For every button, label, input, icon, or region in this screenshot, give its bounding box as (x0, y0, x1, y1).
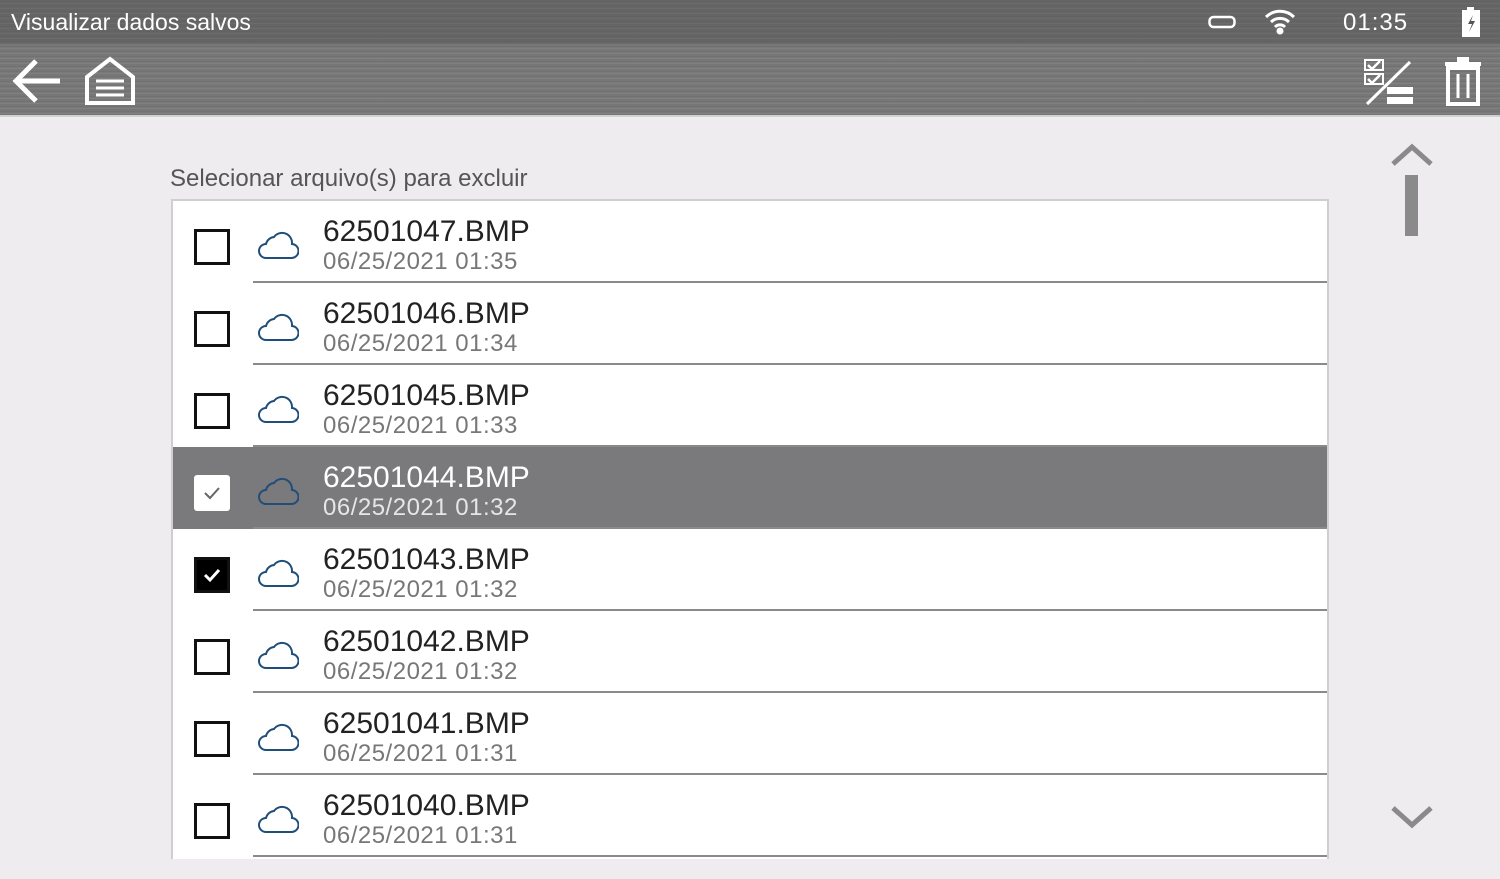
row-divider (253, 281, 1327, 283)
file-checkbox[interactable] (194, 721, 230, 757)
cloud-icon (258, 477, 299, 505)
file-name: 62501045.BMP (323, 379, 530, 412)
row-divider (253, 527, 1327, 529)
file-checkbox[interactable] (194, 311, 230, 347)
page-title: Visualizar dados salvos (11, 9, 251, 35)
file-date: 06/25/2021 01:34 (323, 330, 518, 357)
file-date: 06/25/2021 01:35 (323, 248, 518, 275)
cloud-icon (258, 559, 299, 587)
file-name: 62501047.BMP (323, 215, 530, 248)
deselect-all-icon[interactable] (1362, 57, 1416, 107)
file-checkbox[interactable] (194, 639, 230, 675)
file-date: 06/25/2021 01:32 (323, 658, 518, 685)
checkmark-icon (204, 487, 220, 500)
file-checkbox[interactable] (194, 803, 230, 839)
file-name: 62501042.BMP (323, 625, 530, 658)
file-row[interactable]: 62501040.BMP 06/25/2021 01:31 (173, 775, 1327, 857)
file-row[interactable]: 62501043.BMP 06/25/2021 01:32 (173, 529, 1327, 611)
battery-charging-icon (1462, 7, 1480, 37)
file-name: 62501044.BMP (323, 461, 530, 494)
file-checkbox[interactable] (194, 393, 230, 429)
scroll-up-icon[interactable] (1390, 142, 1434, 168)
row-divider (253, 609, 1327, 611)
file-date: 06/25/2021 01:31 (323, 822, 518, 849)
checkmark-icon (203, 568, 221, 583)
file-date: 06/25/2021 01:33 (323, 412, 518, 439)
cloud-icon (258, 395, 299, 423)
file-name: 62501046.BMP (323, 297, 530, 330)
file-date: 06/25/2021 01:32 (323, 576, 518, 603)
file-checkbox[interactable] (194, 557, 230, 593)
file-row[interactable]: 62501046.BMP 06/25/2021 01:34 (173, 283, 1327, 365)
cloud-icon (258, 313, 299, 341)
app-header: Visualizar dados salvos 01:35 (0, 0, 1500, 117)
file-list: 62501047.BMP 06/25/2021 01:35 62501046.B… (171, 199, 1329, 859)
row-divider (253, 691, 1327, 693)
clock: 01:35 (1343, 9, 1409, 36)
file-checkbox[interactable] (194, 475, 230, 511)
file-row[interactable]: 62501044.BMP 06/25/2021 01:32 (173, 447, 1327, 529)
list-label: Selecionar arquivo(s) para excluir (170, 165, 528, 192)
home-icon[interactable] (84, 55, 136, 107)
cloud-icon (258, 723, 299, 751)
row-divider (253, 363, 1327, 365)
file-name: 62501040.BMP (323, 789, 530, 822)
scroll-down-icon[interactable] (1390, 804, 1434, 830)
trash-icon[interactable] (1443, 56, 1483, 106)
file-row[interactable]: 62501045.BMP 06/25/2021 01:33 (173, 365, 1327, 447)
cloud-icon (258, 641, 299, 669)
row-divider (253, 773, 1327, 775)
file-checkbox[interactable] (194, 229, 230, 265)
scrollbar-thumb[interactable] (1405, 175, 1418, 236)
file-row[interactable]: 62501041.BMP 06/25/2021 01:31 (173, 693, 1327, 775)
usb-icon (1208, 15, 1236, 29)
wifi-icon (1264, 9, 1296, 35)
file-date: 06/25/2021 01:31 (323, 740, 518, 767)
status-bar (0, 0, 1500, 44)
file-row[interactable]: 62501047.BMP 06/25/2021 01:35 (173, 201, 1327, 283)
cloud-icon (258, 231, 299, 259)
file-date: 06/25/2021 01:32 (323, 494, 518, 521)
row-divider (253, 855, 1327, 857)
file-name: 62501043.BMP (323, 543, 530, 576)
file-name: 62501041.BMP (323, 707, 530, 740)
cloud-icon (258, 805, 299, 833)
file-row[interactable]: 62501042.BMP 06/25/2021 01:32 (173, 611, 1327, 693)
back-arrow-icon[interactable] (10, 56, 64, 106)
row-divider (253, 445, 1327, 447)
